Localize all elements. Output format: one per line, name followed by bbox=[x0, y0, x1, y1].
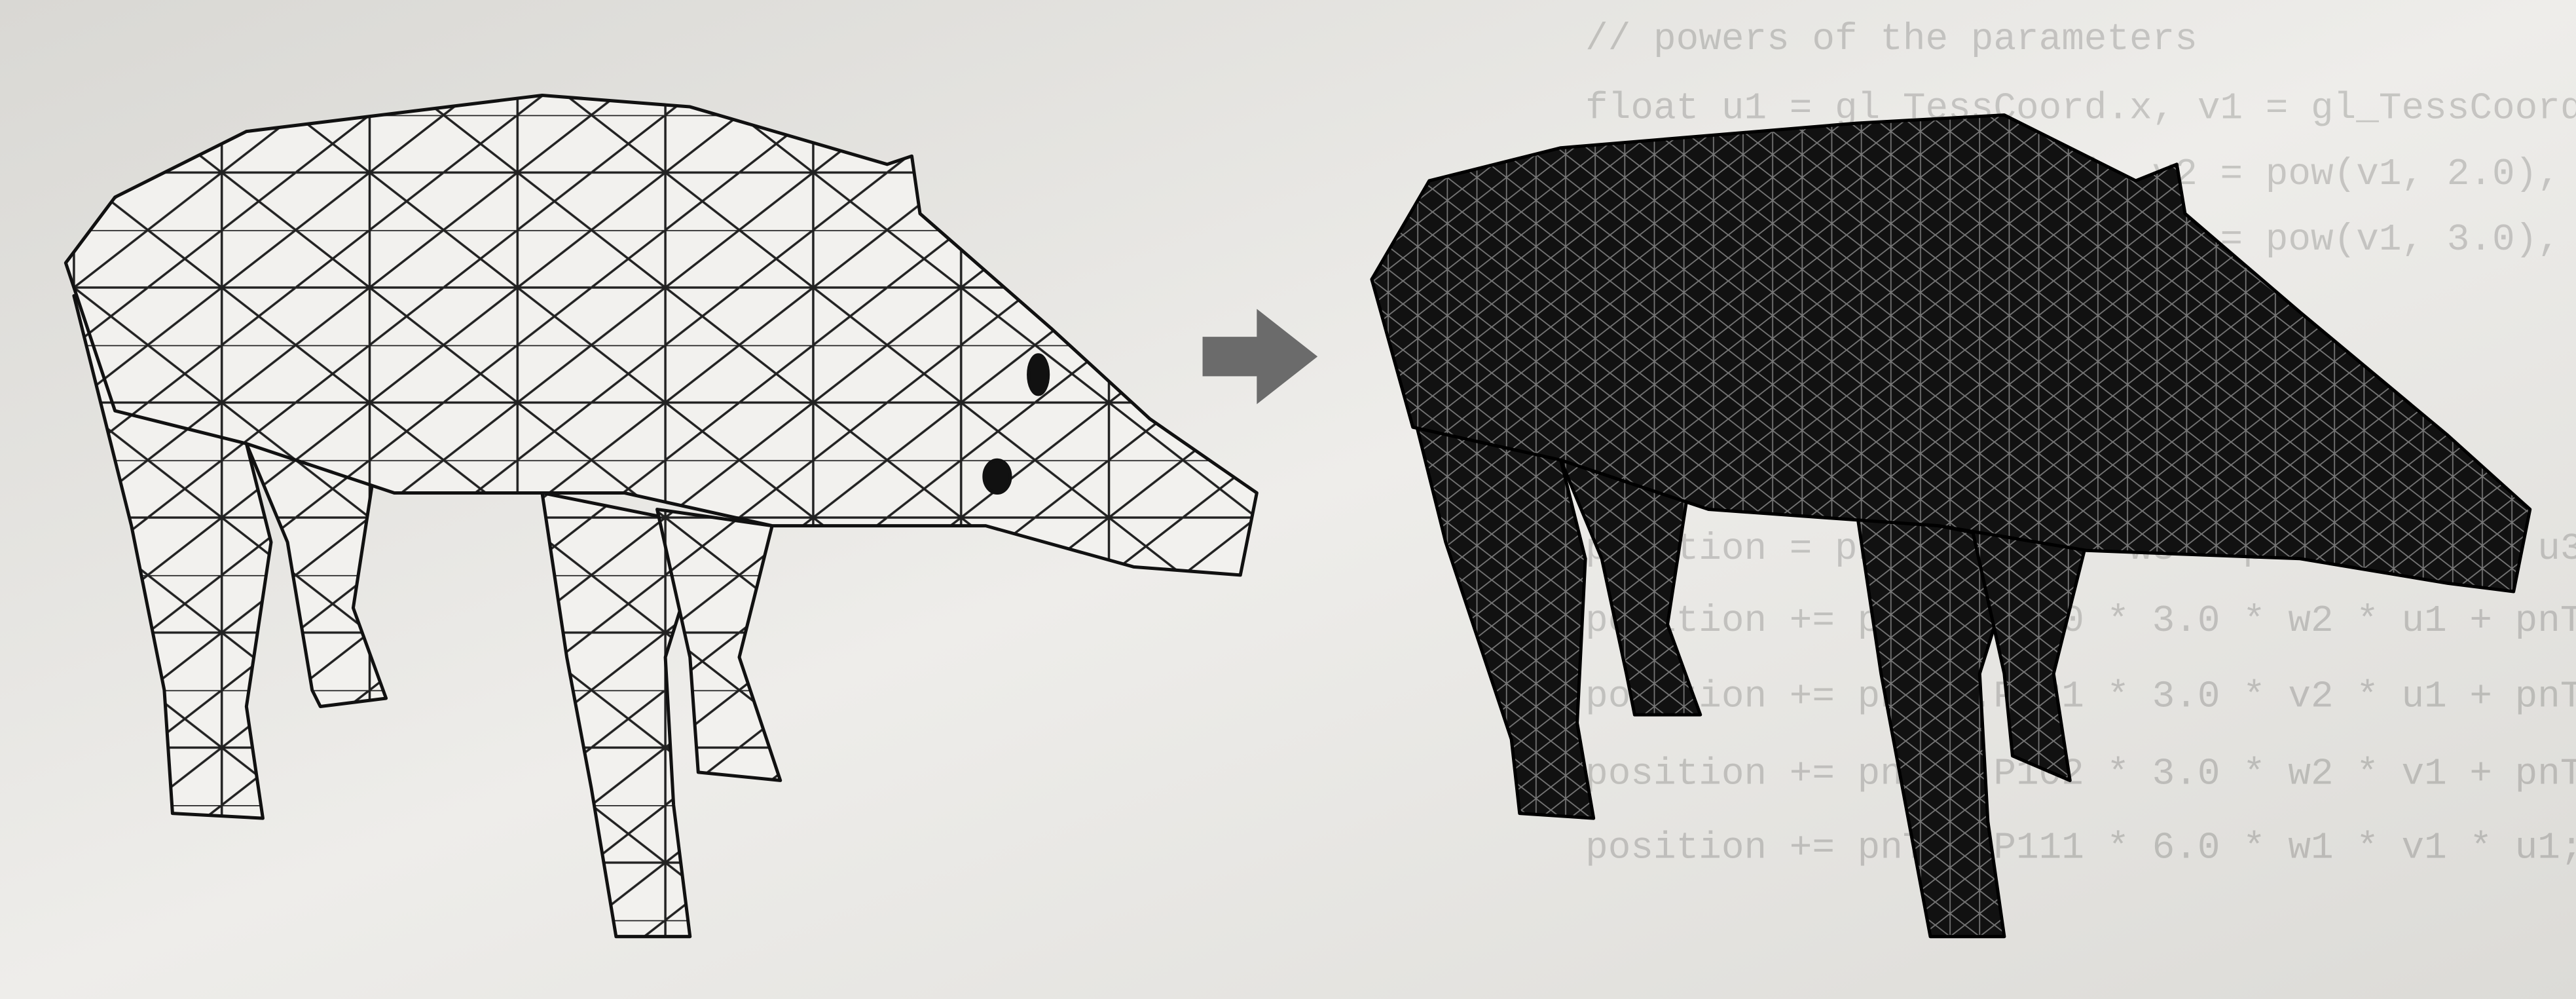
code-line: position += pnTri.P021 * 3.0 * v2 * u1 +… bbox=[1585, 676, 2576, 719]
code-line: float u1 = gl_TessCoord.x, v1 = gl_TessC… bbox=[1585, 88, 2576, 130]
code-line: // powers of the parameters bbox=[1585, 18, 2198, 61]
code-line: position += pnTri.P102 * 3.0 * w2 * v1 +… bbox=[1585, 753, 2576, 795]
arrow bbox=[1202, 309, 1318, 405]
wireframe-pig-dense bbox=[1370, 113, 2532, 939]
wireframe-pig-coarse bbox=[64, 93, 1259, 939]
code-line: position += pnTri.P210 * 3.0 * w2 * u1 +… bbox=[1585, 600, 2576, 643]
code-line: position += pnTri.P111 * 6.0 * w1 * v1 *… bbox=[1585, 827, 2576, 869]
